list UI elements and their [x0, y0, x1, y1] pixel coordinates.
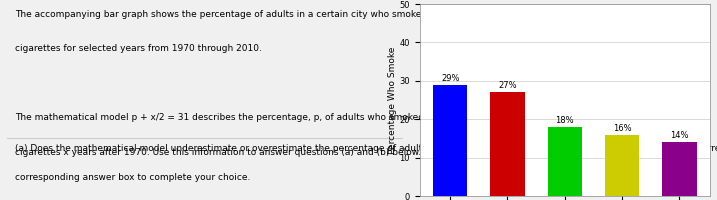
Bar: [605, 135, 640, 196]
Bar: [433, 85, 467, 196]
Bar: [663, 142, 697, 196]
Text: cigarettes x years after 1970. Use this information to answer questions (a) and : cigarettes x years after 1970. Use this …: [15, 148, 421, 157]
Text: (a) Does the mathematical model underestimate or overestimate the percentage of : (a) Does the mathematical model underest…: [15, 144, 717, 153]
Bar: [548, 127, 582, 196]
Bar: [490, 92, 525, 196]
Text: 14%: 14%: [670, 131, 689, 140]
Text: 16%: 16%: [613, 124, 632, 133]
Text: The mathematical model p + x/2 = 31 describes the percentage, p, of adults who s: The mathematical model p + x/2 = 31 desc…: [15, 113, 424, 122]
Text: 27%: 27%: [498, 81, 517, 90]
Text: 18%: 18%: [556, 116, 574, 125]
Y-axis label: Percentage Who Smoke: Percentage Who Smoke: [388, 46, 397, 154]
Text: cigarettes for selected years from 1970 through 2010.: cigarettes for selected years from 1970 …: [15, 44, 262, 53]
Text: corresponding answer box to complete your choice.: corresponding answer box to complete you…: [15, 173, 250, 182]
Text: 29%: 29%: [441, 74, 460, 83]
Text: The accompanying bar graph shows the percentage of adults in a certain city who : The accompanying bar graph shows the per…: [15, 10, 427, 19]
